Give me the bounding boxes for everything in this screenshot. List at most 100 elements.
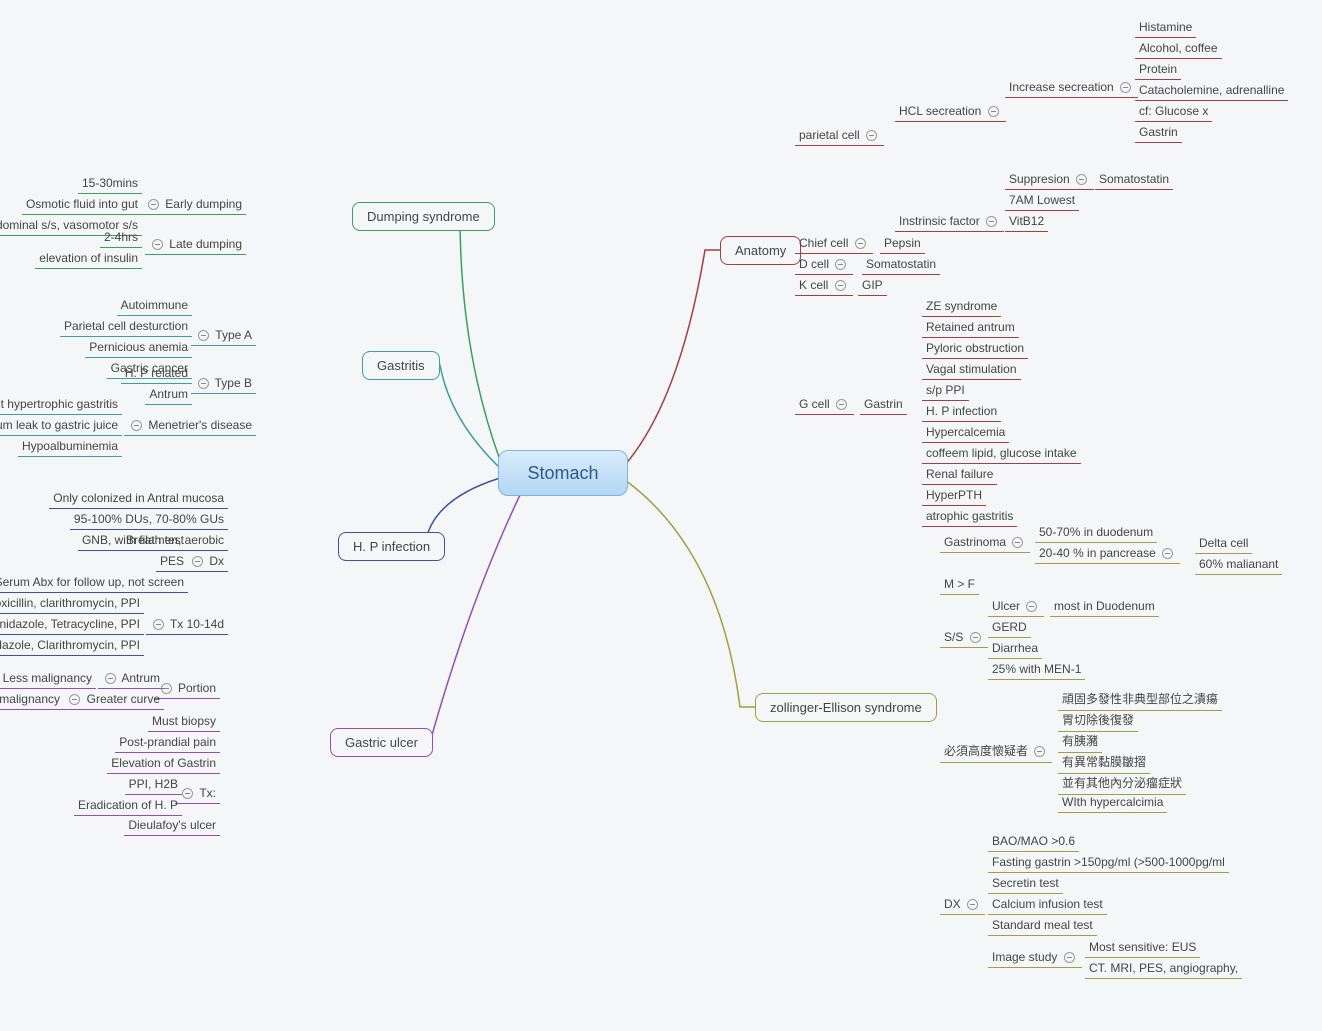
dump-early[interactable]: Early dumping xyxy=(141,195,246,215)
leaf-item: Alcohol, coffee xyxy=(1135,39,1222,59)
gast-tb[interactable]: Type B xyxy=(191,374,256,394)
ze-g2[interactable]: 20-40 % in pancrease xyxy=(1035,544,1180,564)
ze-diar: Diarrhea xyxy=(988,639,1042,659)
gu-curve[interactable]: Greater curve xyxy=(62,690,164,710)
leaf-item: atrophic gastritis xyxy=(922,507,1017,527)
leaf-item: 15-30mins xyxy=(78,174,142,194)
hp-tx[interactable]: Tx 10-14d xyxy=(146,615,228,635)
leaf-item: s/p PPI xyxy=(922,381,969,401)
leaf-item: WIth hypercalcimia xyxy=(1058,793,1167,813)
ze-ulcer-v: most in Duodenum xyxy=(1050,597,1159,617)
ze-gastrinoma[interactable]: Gastrinoma xyxy=(940,533,1030,553)
leaf-item: Serum Abx for follow up, not screen xyxy=(0,573,188,593)
branch-anatomy[interactable]: Anatomy xyxy=(720,236,801,265)
anat-gcell[interactable]: G cell xyxy=(795,395,854,415)
leaf-item: H. P related xyxy=(121,364,192,384)
ze-dx[interactable]: DX xyxy=(940,895,985,915)
ze-g2b: 60% malianant xyxy=(1195,555,1282,575)
leaf-item: 有胰瀦 xyxy=(1058,730,1102,753)
leaf-item: Vagal stimulation xyxy=(922,360,1021,380)
leaf-item: coffeem lipid, glucose intake xyxy=(922,444,1081,464)
ze-gerd: GERD xyxy=(988,618,1031,638)
leaf-item: Giant hypertrophic gastritis xyxy=(0,395,122,415)
anat-pepsin: Pepsin xyxy=(880,234,925,254)
anat-gcell-g: Gastrin xyxy=(860,395,907,415)
anat-intr[interactable]: Instrinsic factor xyxy=(895,212,1004,232)
leaf-item: elevation of insulin xyxy=(35,249,142,269)
leaf-item: 2-4hrs xyxy=(100,228,142,248)
anat-hcl[interactable]: HCL secreation xyxy=(895,102,1006,122)
leaf-item: 有異常黏膜皺摺 xyxy=(1058,751,1150,774)
anat-dcell[interactable]: D cell xyxy=(795,255,853,275)
leaf-item: cf: Glucose x xyxy=(1135,102,1212,122)
ze-img1: Most sensitive: EUS xyxy=(1085,938,1200,958)
ze-img[interactable]: Image study xyxy=(988,948,1082,968)
branch-dumping[interactable]: Dumping syndrome xyxy=(352,202,495,231)
anat-dcell-v: Somatostatin xyxy=(862,255,940,275)
leaf-item: Retained antrum xyxy=(922,318,1019,338)
dump-late[interactable]: Late dumping xyxy=(145,235,246,255)
gu-antrum[interactable]: Antrum xyxy=(98,669,164,689)
leaf-item: Standard meal test xyxy=(988,916,1097,936)
leaf-item: Autoimmune xyxy=(117,296,192,316)
ze-g1: 50-70% in duodenum xyxy=(1035,523,1157,543)
center-node: Stomach xyxy=(498,450,628,496)
leaf-item: ZE syndrome xyxy=(922,297,1001,317)
leaf-item: Osmotic fluid into gut xyxy=(22,195,142,215)
leaf-item: 頑固多發性非典型部位之潰瘍 xyxy=(1058,688,1222,711)
leaf-item: Only colonized in Antral mucosa xyxy=(49,489,228,509)
leaf-item: Antrum xyxy=(145,385,192,405)
leaf-item: Calcium infusion test xyxy=(988,895,1107,915)
branch-ze[interactable]: zollinger-Ellison syndrome xyxy=(755,693,937,722)
leaf-item: Serum album leak to gastric juice xyxy=(0,416,122,436)
leaf-item: Amoxicillin, clarithromycin, PPI xyxy=(0,594,144,614)
leaf-item: Bismuth, Metronidazole, Tetracycline, PP… xyxy=(0,615,144,635)
leaf-item: PPI, H2B xyxy=(125,775,182,795)
leaf-item: 胃切除後復發 xyxy=(1058,709,1138,732)
gu-last: Dieulafoy's ulcer xyxy=(124,816,220,836)
anat-supp[interactable]: Suppresion xyxy=(1005,170,1094,190)
ze-men: 25% with MEN-1 xyxy=(988,660,1085,680)
leaf-item: Pyloric obstruction xyxy=(922,339,1028,359)
branch-gastritis[interactable]: Gastritis xyxy=(362,351,440,380)
leaf-item: BAO/MAO >0.6 xyxy=(988,832,1079,852)
leaf-item: Eradication of H. P xyxy=(74,796,182,816)
anat-kcell[interactable]: K cell xyxy=(795,276,853,296)
leaf-item: Metronidazole, Clarithromycin, PPI xyxy=(0,636,144,656)
leaf-item: Renal failure xyxy=(922,465,997,485)
ze-susp[interactable]: 必須高度懷疑者 xyxy=(940,740,1052,763)
ze-ss[interactable]: S/S xyxy=(940,628,988,648)
hp-dx[interactable]: Dx xyxy=(185,552,228,572)
leaf-item: Histamine xyxy=(1135,18,1196,38)
gu-antrum-v: Less malignancy xyxy=(0,669,96,689)
leaf-item: Protein xyxy=(1135,60,1181,80)
leaf-item: 並有其他內分泌瘤症狀 xyxy=(1058,772,1186,795)
anat-somato: Somatostatin xyxy=(1095,170,1173,190)
gast-men[interactable]: Menetrier's disease xyxy=(124,416,256,436)
anat-incsec[interactable]: Increase secreation xyxy=(1005,78,1138,98)
leaf-item: Parietal cell desturction xyxy=(60,317,192,337)
branch-hp[interactable]: H. P infection xyxy=(338,532,445,561)
ze-ulcer[interactable]: Ulcer xyxy=(988,597,1044,617)
leaf-item: Pernicious anemia xyxy=(85,338,192,358)
leaf-item: 95-100% DUs, 70-80% GUs xyxy=(70,510,228,530)
anat-chief[interactable]: Chief cell xyxy=(795,234,873,254)
anat-parietal[interactable]: parietal cell xyxy=(795,126,884,146)
leaf-item: Secretin test xyxy=(988,874,1063,894)
leaf-item: Hypercalcemia xyxy=(922,423,1009,443)
leaf-item: Breath test xyxy=(122,531,188,551)
gast-ta[interactable]: Type A xyxy=(191,326,256,346)
branch-gu[interactable]: Gastric ulcer xyxy=(330,728,433,757)
leaf-item: PES xyxy=(156,552,188,572)
leaf-item: Gastrin xyxy=(1135,123,1182,143)
leaf-item: Elevation of Gastrin xyxy=(107,754,220,774)
leaf-item: HyperPTH xyxy=(922,486,986,506)
anat-7am: 7AM Lowest xyxy=(1005,191,1079,211)
ze-mf: M > F xyxy=(940,575,979,595)
gu-curve-v: More malignancy xyxy=(0,690,64,710)
leaf-item: Hypoalbuminemia xyxy=(18,437,122,457)
ze-g2a: Delta cell xyxy=(1195,534,1252,554)
leaf-item: Fasting gastrin >150pg/ml (>500-1000pg/m… xyxy=(988,853,1229,873)
leaf-item: Post-prandial pain xyxy=(115,733,220,753)
leaf-item: Must biopsy xyxy=(148,712,220,732)
